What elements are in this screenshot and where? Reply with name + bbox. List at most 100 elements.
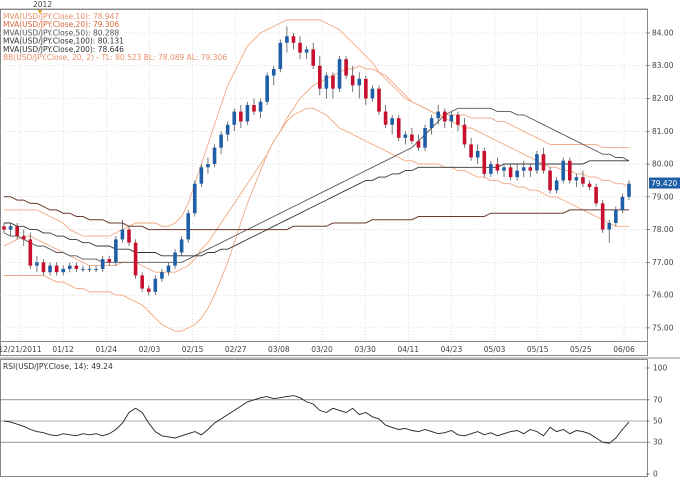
candle (627, 180, 631, 201)
candle (495, 157, 500, 174)
x-tick-label: 05/25 (570, 345, 592, 354)
candle-body (225, 124, 230, 135)
price-tick-label: 82.00 (652, 94, 674, 103)
candle-body (449, 114, 454, 122)
price-panel: 84.00 83.00 82.00 81.00 80.00 79.00 78.00 77.00… (0, 9, 680, 342)
x-tick-label: 12/21/2011 (0, 345, 42, 354)
candle-body (153, 278, 158, 292)
candle-body (410, 134, 414, 142)
candle (265, 72, 269, 106)
candle-body (15, 226, 19, 237)
candle (554, 177, 559, 194)
candle (508, 164, 513, 181)
candle (350, 65, 355, 92)
candle-body (199, 167, 204, 184)
candle (574, 173, 579, 187)
candle-body (2, 226, 6, 230)
rsi-label: RSI(USD/JPY.Close, 14): 49.24 (3, 362, 113, 371)
candle (133, 239, 138, 279)
candle-body (206, 164, 210, 168)
rsi-tick-label: 50 (653, 417, 663, 426)
candle-body (390, 118, 394, 125)
candle-body (74, 265, 79, 269)
candle-body (416, 141, 421, 148)
candle (212, 144, 217, 168)
candle (206, 157, 210, 174)
candle-body (87, 268, 92, 270)
legend-item: MVA(USD/JPY.Close,100): 80.131 (3, 37, 124, 46)
candle (383, 105, 388, 128)
candle (324, 72, 329, 99)
candle (541, 147, 546, 174)
rsi-levels (0, 399, 648, 443)
candle (67, 262, 72, 273)
candle-body (383, 111, 388, 125)
candle-body (324, 75, 329, 89)
candle-body (8, 226, 13, 230)
price-tick-label: 81.00 (652, 127, 674, 136)
candle-body (35, 262, 39, 266)
candle-body (482, 150, 487, 174)
candle-body (627, 183, 631, 197)
candle (192, 180, 197, 217)
year-label: 2012 (33, 0, 52, 9)
candle (61, 265, 66, 276)
year-marker-icon[interactable] (37, 9, 43, 14)
candle-body (160, 272, 164, 279)
candle-body (285, 36, 289, 43)
candle (219, 131, 223, 155)
candle-body (212, 147, 217, 165)
candle (449, 111, 454, 128)
candle (74, 262, 79, 273)
candle-body (114, 239, 118, 263)
candle (587, 180, 592, 191)
candle (515, 164, 519, 181)
candle (469, 137, 473, 161)
candle-body (107, 259, 112, 263)
indicator-legend: MVA(USD/JPY.Close,10): 78.947MVA(USD/JPY… (3, 12, 227, 62)
candle-body (166, 265, 171, 273)
x-tick-label: 02/27 (225, 345, 247, 354)
candle (21, 229, 26, 246)
x-tick-label: 01/24 (95, 345, 117, 354)
x-tick-label: 05/15 (527, 345, 549, 354)
ma50-line (3, 107, 630, 263)
candle (357, 72, 362, 99)
candle (521, 160, 526, 178)
candle-body (502, 167, 506, 171)
candle-body (173, 252, 177, 266)
candle (298, 36, 302, 60)
candle-body (554, 180, 559, 191)
candle-body (567, 160, 572, 181)
candle-body (179, 239, 184, 253)
candle-body (403, 134, 408, 138)
candle-body (535, 154, 539, 171)
candle-body (252, 105, 256, 112)
candle (28, 232, 33, 269)
price-tick-label: 75.00 (652, 323, 674, 332)
candle (252, 98, 256, 115)
candle (442, 108, 447, 128)
candle-body (21, 236, 26, 240)
candle-body (561, 160, 566, 181)
candle-body (614, 209, 618, 224)
candle (140, 272, 144, 292)
candle (127, 226, 131, 246)
ma20-line (3, 65, 630, 273)
candle (482, 147, 487, 178)
candle (370, 85, 375, 102)
candle-body (291, 36, 296, 43)
candle-body (607, 223, 612, 230)
candle (114, 236, 118, 266)
candle-body (462, 124, 467, 145)
candle (344, 55, 348, 79)
price-grid (0, 10, 648, 341)
x-tick-label: 03/20 (311, 345, 333, 354)
candle (600, 200, 605, 233)
candle (41, 259, 46, 276)
bb-upper-line (4, 19, 629, 237)
price-y-axis: 84.00 83.00 82.00 81.00 80.00 79.00 78.00 77.00… (646, 28, 674, 332)
candle (403, 131, 408, 145)
candle-body (317, 65, 322, 89)
